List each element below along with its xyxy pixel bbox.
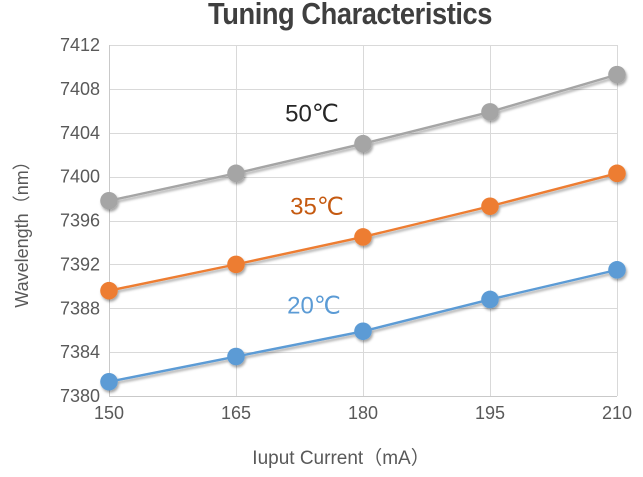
x-tick-label: 210 [602, 403, 632, 423]
data-point-marker [100, 281, 118, 300]
data-point-marker [354, 134, 372, 153]
data-point-marker [608, 164, 626, 183]
x-tick-label: 180 [348, 403, 378, 423]
data-point-marker [608, 261, 626, 279]
x-axis-title: Iuput Current（mA） [252, 448, 430, 469]
series-35°C [100, 164, 626, 300]
data-point-marker [481, 197, 499, 216]
series-50°C [100, 65, 626, 210]
chart-title: Tuning Characteristics [208, 0, 492, 31]
x-tick-label: 150 [94, 403, 124, 423]
x-tick-label: 195 [475, 403, 505, 423]
data-point-marker [354, 322, 372, 341]
x-tick-label: 165 [221, 403, 251, 423]
data-point-marker [481, 103, 499, 121]
data-point-marker [227, 164, 245, 183]
y-tick-label: 7400 [60, 167, 100, 187]
series-20°C [100, 261, 626, 391]
y-tick-label: 7396 [60, 211, 100, 231]
data-point-marker [227, 347, 245, 366]
series-label-35c: 35℃ [290, 193, 344, 221]
series-label-50c: 50℃ [285, 100, 339, 128]
y-axis-title: Wavelength（nm） [12, 152, 32, 308]
y-tick-label: 7408 [60, 79, 100, 99]
y-tick-label: 7388 [60, 298, 100, 318]
data-point-marker [227, 255, 245, 274]
series-label-20c: 20℃ [287, 292, 341, 320]
y-tick-label: 7380 [60, 386, 100, 406]
y-tick-label: 7384 [60, 342, 100, 362]
data-point-marker [608, 65, 626, 84]
data-point-marker [100, 372, 118, 391]
y-tick-label: 7404 [60, 123, 100, 143]
data-point-marker [481, 290, 499, 309]
y-tick-label: 7392 [60, 254, 100, 274]
data-point-marker [354, 228, 372, 246]
data-point-marker [100, 191, 118, 210]
y-tick-label: 7412 [60, 35, 100, 55]
